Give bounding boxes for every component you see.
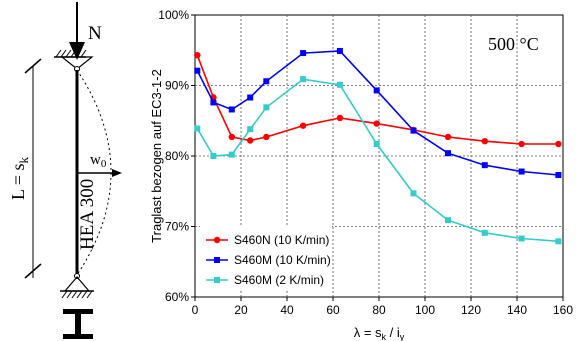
data-point — [247, 94, 254, 101]
y-tick-label: 80% — [165, 149, 189, 163]
y-tick-label: 70% — [165, 220, 189, 234]
data-point — [555, 238, 562, 245]
data-point — [228, 151, 235, 158]
temperature-annotation: 500 °C — [488, 34, 539, 54]
bottom-support-hatch — [61, 290, 93, 299]
data-point — [194, 125, 201, 132]
data-point — [445, 217, 451, 224]
data-point — [263, 104, 270, 111]
data-point — [247, 137, 254, 144]
series-3 — [194, 76, 562, 245]
data-point — [228, 106, 235, 113]
data-point — [410, 127, 417, 134]
length-tick-top — [24, 58, 42, 74]
data-point — [518, 168, 525, 175]
load-label: N — [88, 23, 102, 44]
data-point — [228, 133, 235, 141]
x-axis-label: λ = sk / iy — [354, 325, 405, 341]
y-tick-label: 100% — [158, 8, 189, 22]
y-axis-label: Traglast bezogen auf EC3-1-2 — [149, 69, 164, 243]
chart: 0 20 40 60 80 100 120 140 160 60% 70% 80% 90% 100% 50… — [149, 8, 573, 341]
length-label: L = sk — [8, 157, 31, 200]
x-tick-label: 20 — [234, 303, 248, 317]
data-point — [210, 153, 217, 159]
x-tick-label: 120 — [461, 303, 481, 317]
tick-labels: 0 20 40 60 80 100 120 140 160 60% 70% 80% 90% 100% — [158, 8, 573, 317]
legend-label: S460N (10 K/min) — [234, 233, 329, 247]
data-point — [373, 87, 380, 94]
x-tick-label: 100 — [415, 303, 435, 317]
legend-box — [200, 225, 332, 290]
data-point — [555, 172, 562, 179]
legend-swatch-marker — [213, 236, 221, 244]
legend: S460N (10 K/min) S460M (10 K/min) S460M (2… — [200, 225, 332, 290]
legend-label: S460M (10 K/min) — [234, 253, 331, 267]
top-support-hatch — [55, 49, 87, 58]
data-point — [263, 133, 270, 141]
column-sketch: N HEA 300 w0 — [8, 2, 122, 339]
legend-swatch-marker — [214, 257, 220, 263]
x-tick-label: 80 — [372, 303, 386, 317]
deflection-label: w0 — [90, 152, 107, 170]
i-beam-section-icon — [63, 309, 93, 339]
x-tick-label: 40 — [280, 303, 294, 317]
data-point — [194, 51, 201, 59]
data-point — [247, 126, 254, 133]
data-point — [194, 67, 201, 74]
data-point — [263, 78, 270, 85]
data-point — [336, 47, 343, 54]
data-point — [373, 141, 380, 148]
section-label: HEA 300 — [77, 179, 98, 250]
data-point — [481, 162, 488, 169]
data-point — [336, 81, 343, 88]
data-point — [445, 150, 451, 157]
load-arrow-head — [69, 42, 85, 60]
data-point — [300, 76, 307, 83]
x-tick-label: 140 — [507, 303, 527, 317]
x-tick-label: 160 — [553, 303, 573, 317]
data-point — [410, 190, 417, 197]
bottom-hinge — [74, 273, 80, 279]
legend-swatch-marker — [214, 277, 220, 283]
data-point — [481, 229, 488, 236]
x-tick-label: 0 — [192, 303, 199, 317]
data-point — [300, 50, 307, 57]
data-point — [518, 235, 525, 242]
top-support-triangle — [60, 56, 94, 70]
legend-label: S460M (2 K/min) — [234, 273, 324, 287]
data-point — [299, 122, 307, 129]
y-tick-label: 90% — [165, 79, 189, 93]
x-tick-label: 60 — [326, 303, 340, 317]
series-2 — [194, 47, 562, 179]
data-point — [444, 133, 452, 141]
bottom-support-triangle — [63, 276, 91, 292]
data-point — [518, 140, 525, 148]
deflection-arrow-head — [112, 169, 122, 177]
data-point — [336, 114, 344, 122]
y-tick-label: 60% — [165, 290, 189, 304]
data-point — [373, 120, 380, 127]
series-layer — [194, 47, 562, 245]
data-point — [481, 137, 488, 145]
length-tick-bottom — [24, 263, 42, 279]
series-1 — [194, 51, 562, 148]
data-point — [210, 99, 217, 106]
data-point — [555, 140, 562, 148]
